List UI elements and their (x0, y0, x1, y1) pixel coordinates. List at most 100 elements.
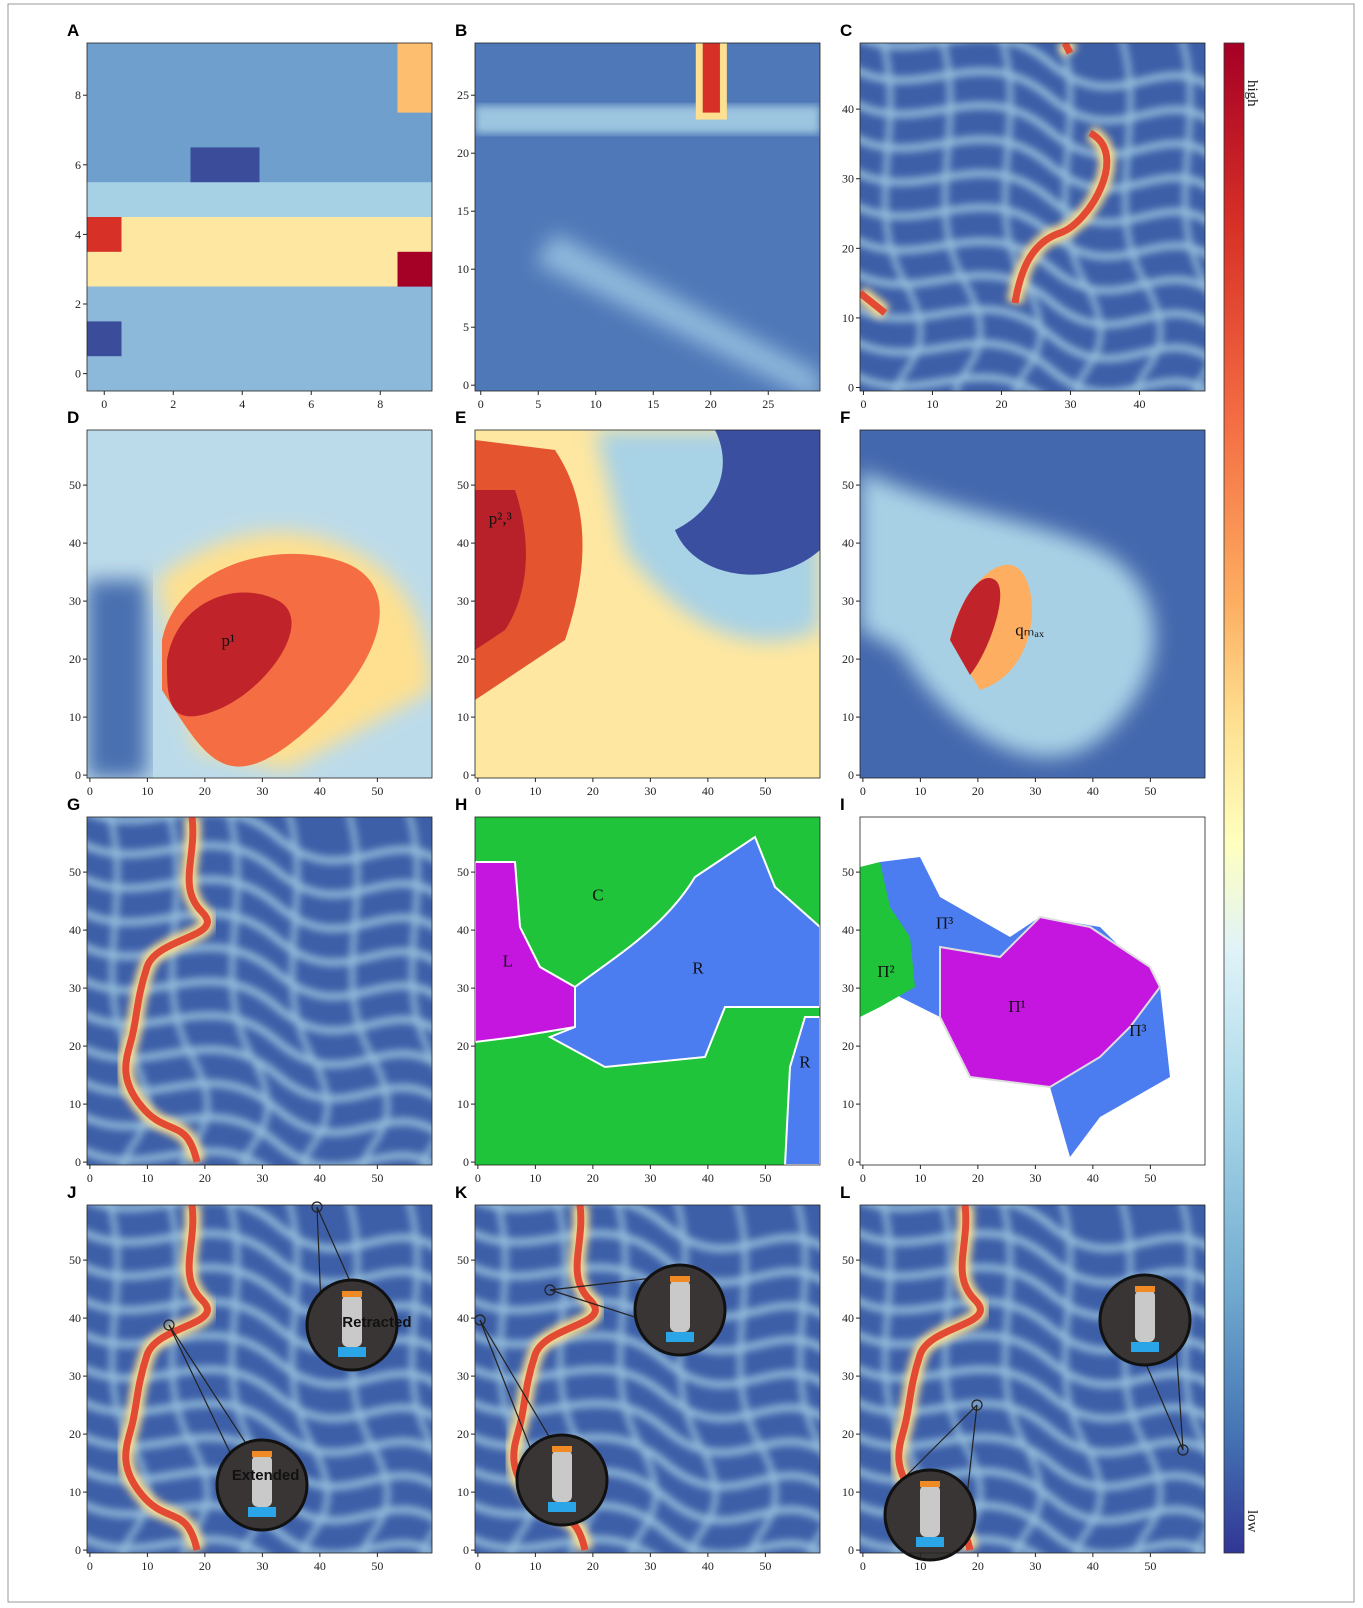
y-tick-label: 30 (457, 981, 469, 995)
x-tick-label: 15 (647, 397, 659, 411)
stripe (863, 1205, 1205, 1252)
plot-frame (86, 42, 433, 392)
x-tick-label: 30 (644, 1559, 656, 1573)
x-tick-label: 0 (860, 397, 866, 411)
y-tick-label: 40 (842, 1311, 854, 1325)
annotation: p¹ (222, 631, 236, 650)
x-tick-label: 20 (199, 784, 211, 798)
annotation: Π² (877, 962, 894, 981)
y-tick-label: 0 (848, 381, 854, 395)
stripe (860, 373, 1040, 391)
x-tick-label: 5 (535, 397, 541, 411)
x-tick-label: 0 (87, 784, 93, 798)
x-tick-label: 30 (644, 784, 656, 798)
x-tick-label: 10 (529, 784, 541, 798)
x-tick-label: 50 (759, 1559, 771, 1573)
x-tick-label: 0 (860, 1171, 866, 1185)
annotation: Π¹ (1008, 997, 1025, 1016)
annotation: Π³ (936, 913, 953, 932)
heatmap-band (535, 233, 820, 391)
annotation: R (799, 1053, 811, 1072)
annotation: p²,³ (489, 509, 512, 528)
inset-target (971, 1399, 983, 1411)
panel: F 0 10 20 30 40 50 0 10 20 30 40 50 qₘₐₓ (840, 408, 1206, 798)
panel: H 0 10 20 30 40 50 0 10 20 30 40 50 C L R R (455, 795, 821, 1185)
y-tick-label: 10 (457, 1485, 469, 1499)
y-tick-label: 10 (842, 710, 854, 724)
stripe (475, 1501, 820, 1553)
segment-r (547, 835, 820, 1069)
plot-frame (474, 1204, 821, 1554)
panel-label: E (455, 408, 466, 427)
heatmap-bg (475, 43, 820, 391)
annotation: L (503, 952, 513, 971)
heatmap (475, 817, 820, 1165)
stripe (90, 1205, 432, 1252)
x-tick-label: 10 (529, 1559, 541, 1573)
x-tick-label: 6 (308, 397, 314, 411)
y-tick-label: 0 (463, 1155, 469, 1169)
robot-body (670, 1280, 690, 1332)
ridge (860, 43, 1111, 316)
stripe (87, 1147, 267, 1165)
panel-label: G (67, 795, 80, 814)
x-tick-label: 50 (759, 784, 771, 798)
x-tick-label: 10 (914, 1171, 926, 1185)
inset-leader (898, 1404, 978, 1484)
robot-base (248, 1507, 276, 1517)
stripe (860, 135, 1205, 192)
colorbar (1223, 42, 1245, 1554)
x-tick-label: 40 (702, 784, 714, 798)
y-tick-label: 10 (69, 1485, 81, 1499)
panel-label: F (840, 408, 850, 427)
y-tick-label: 0 (848, 1155, 854, 1169)
heatmap (860, 430, 1205, 778)
x-tick-label: 30 (1029, 1171, 1041, 1185)
stripe (1060, 1205, 1103, 1553)
heatmap-cell (87, 217, 122, 252)
inset-leader (479, 1319, 532, 1449)
stripe (1060, 43, 1103, 391)
x-tick-label: 0 (475, 1559, 481, 1573)
x-tick-label: 40 (1133, 397, 1145, 411)
y-tick-label: 0 (75, 768, 81, 782)
x-tick-label: 30 (1029, 1559, 1041, 1573)
x-tick-label: 0 (87, 1559, 93, 1573)
x-tick-label: 40 (1087, 1559, 1099, 1573)
heatmap (475, 43, 820, 391)
stripe (87, 1535, 267, 1553)
x-tick-label: 20 (972, 1171, 984, 1185)
y-tick-label: 15 (457, 204, 469, 218)
inset-target (1177, 1444, 1189, 1456)
robot-base (666, 1332, 694, 1342)
x-tick-label: 20 (587, 784, 599, 798)
x-tick-label: 30 (1029, 784, 1041, 798)
y-tick-label: 20 (457, 1039, 469, 1053)
stripe (1000, 1205, 1043, 1553)
x-tick-label: 10 (590, 397, 602, 411)
heatmap-band (87, 182, 432, 217)
inset-target (163, 1319, 175, 1331)
panel-label: H (455, 795, 467, 814)
stripe (87, 1113, 432, 1165)
x-tick-label: 40 (702, 1171, 714, 1185)
y-tick-label: 10 (842, 1097, 854, 1111)
heatmap-core (475, 490, 526, 650)
annotation: Π³ (1129, 1021, 1146, 1040)
y-tick-label: 20 (457, 146, 469, 160)
y-tick-label: 50 (69, 865, 81, 879)
inset-leader (168, 1324, 232, 1454)
annotation: Extended (232, 1467, 300, 1484)
y-tick-label: 4 (75, 227, 81, 241)
robot-cap (552, 1446, 572, 1452)
heatmap (87, 43, 432, 391)
x-tick-label: 30 (256, 1171, 268, 1185)
heatmap-band (87, 217, 432, 287)
segment-2 (860, 862, 915, 1017)
heatmap-cell (190, 147, 260, 183)
stripe (940, 43, 983, 391)
stripe (87, 1045, 432, 1102)
stripe (90, 817, 432, 864)
y-tick-label: 10 (457, 262, 469, 276)
y-tick-label: 0 (848, 1543, 854, 1557)
